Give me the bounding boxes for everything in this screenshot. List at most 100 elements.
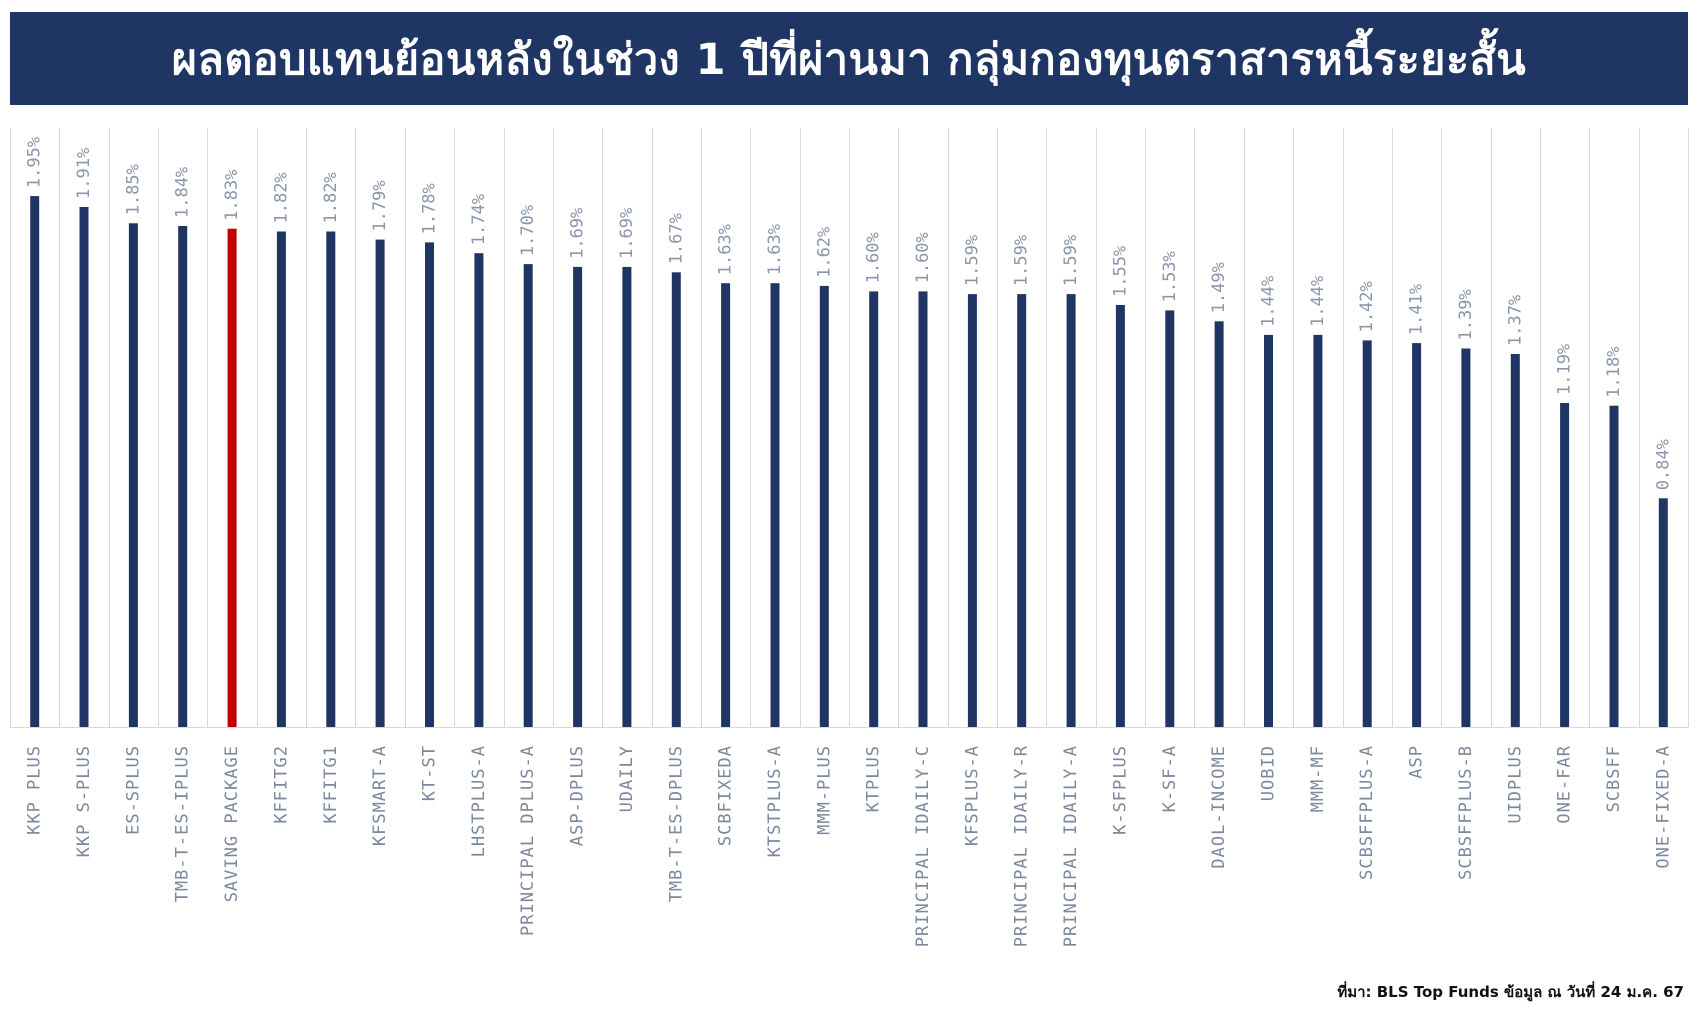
value-label: 1.74% — [469, 194, 489, 245]
bar — [721, 283, 731, 727]
category-label: MMM-MF — [1308, 745, 1328, 812]
category-label: KTPLUS — [864, 745, 884, 812]
value-label: 1.39% — [1456, 289, 1476, 340]
value-label: 1.59% — [1061, 235, 1081, 286]
value-label: 1.42% — [1357, 281, 1377, 332]
category-label: K-SF-A — [1160, 745, 1180, 812]
value-label: 1.59% — [962, 235, 982, 286]
value-label: 1.41% — [1407, 284, 1427, 335]
bar — [1264, 334, 1273, 727]
bar — [1214, 321, 1224, 727]
category-label: LHSTPLUS-A — [469, 745, 489, 857]
bar — [770, 283, 780, 727]
title-banner: ผลตอบแทนย้อนหลังในช่วง 1 ปีที่ผ่านมา กลุ… — [10, 12, 1688, 105]
bar — [523, 264, 533, 727]
bar — [1017, 294, 1027, 727]
chart-title: ผลตอบแทนย้อนหลังในช่วง 1 ปีที่ผ่านมา กลุ… — [171, 34, 1527, 85]
value-label: 1.37% — [1505, 295, 1525, 346]
bar — [573, 266, 583, 727]
category-label: SCBFIXEDA — [716, 745, 736, 846]
value-label: 1.55% — [1110, 246, 1130, 297]
bar — [375, 239, 385, 727]
value-labels: 1.95% 1.91% 1.85% 1.84% 1.83% 1.82% 1.82% 1.79%… — [25, 137, 1674, 490]
bar — [1560, 403, 1570, 727]
value-label: 1.67% — [666, 213, 686, 264]
category-label: SCBSFF — [1604, 745, 1624, 812]
value-label: 1.82% — [321, 172, 341, 223]
bar — [474, 253, 484, 727]
bar — [276, 231, 286, 727]
category-label: SAVING PACKAGE — [222, 745, 242, 902]
value-label: 1.69% — [568, 208, 588, 259]
category-label: ASP-DPLUS — [568, 745, 588, 846]
category-label: PRINCIPAL DPLUS-A — [518, 745, 538, 936]
bar — [178, 226, 188, 727]
category-label: SCBSFFPLUS-B — [1456, 745, 1476, 880]
bar — [128, 223, 138, 728]
category-label: UIDPLUS — [1505, 745, 1525, 824]
category-label: KFSMART-A — [370, 745, 390, 846]
category-label: PRINCIPAL IDAILY-A — [1061, 745, 1081, 947]
bar — [918, 291, 928, 727]
bar — [227, 228, 237, 727]
category-label: TMB-T-ES-DPLUS — [666, 745, 686, 902]
bar — [622, 266, 632, 727]
category-label: ASP — [1407, 745, 1427, 779]
category-label: ONE-FIXED-A — [1653, 745, 1673, 869]
category-labels: KKP PLUS KKP S-PLUS ES-SPLUS TMB-T-ES-IPLUS… — [25, 745, 1674, 947]
value-label: 1.19% — [1555, 344, 1575, 395]
value-label: 1.78% — [420, 183, 440, 234]
bar — [1461, 348, 1471, 727]
bar — [967, 294, 977, 727]
value-label: 1.53% — [1160, 251, 1180, 302]
bar — [819, 285, 829, 727]
category-label: KT-ST — [420, 745, 440, 801]
value-label: 1.63% — [716, 224, 736, 275]
value-label: 1.95% — [25, 137, 45, 188]
value-label: 1.70% — [518, 205, 538, 256]
value-label: 1.59% — [1012, 235, 1032, 286]
category-label: TMB-T-ES-IPLUS — [173, 745, 193, 902]
value-label: 1.84% — [173, 167, 193, 218]
category-label: K-SFPLUS — [1110, 745, 1130, 835]
category-label: SCBSFFPLUS-A — [1357, 745, 1377, 880]
value-label: 1.44% — [1259, 276, 1279, 327]
value-label: 1.79% — [370, 180, 390, 231]
bars — [30, 196, 1668, 728]
value-label: 0.84% — [1653, 439, 1673, 490]
value-label: 1.82% — [271, 172, 291, 223]
value-label: 1.91% — [74, 148, 94, 199]
value-label: 1.60% — [913, 232, 933, 283]
category-label: ONE-FAR — [1555, 745, 1575, 824]
bar — [1165, 310, 1175, 727]
bar — [869, 291, 879, 727]
value-label: 1.83% — [222, 170, 242, 221]
category-label: KFFITG2 — [271, 745, 291, 824]
category-label: PRINCIPAL IDAILY-C — [913, 745, 933, 947]
bar — [326, 231, 336, 727]
value-label: 1.69% — [617, 208, 637, 259]
category-label: KFFITG1 — [321, 745, 341, 824]
value-label: 1.62% — [814, 227, 834, 278]
category-label: MMM-PLUS — [814, 745, 834, 835]
gridlines — [10, 128, 1689, 727]
category-label: ES-SPLUS — [123, 745, 143, 835]
bar — [1362, 340, 1372, 727]
category-label: KTSTPLUS-A — [765, 745, 785, 857]
bar — [1066, 294, 1076, 727]
value-label: 1.85% — [123, 164, 143, 215]
category-label: KFSPLUS-A — [962, 745, 982, 846]
bar — [1412, 343, 1422, 727]
bar — [1510, 354, 1520, 727]
value-label: 1.44% — [1308, 276, 1328, 327]
value-label: 1.60% — [864, 232, 884, 283]
category-label: KKP PLUS — [25, 745, 45, 835]
value-label: 1.49% — [1209, 262, 1229, 313]
category-label: KKP S-PLUS — [74, 745, 94, 857]
value-label: 1.18% — [1604, 347, 1624, 398]
bar — [1658, 498, 1668, 727]
category-label: PRINCIPAL IDAILY-R — [1012, 745, 1032, 947]
bar — [1115, 305, 1125, 727]
